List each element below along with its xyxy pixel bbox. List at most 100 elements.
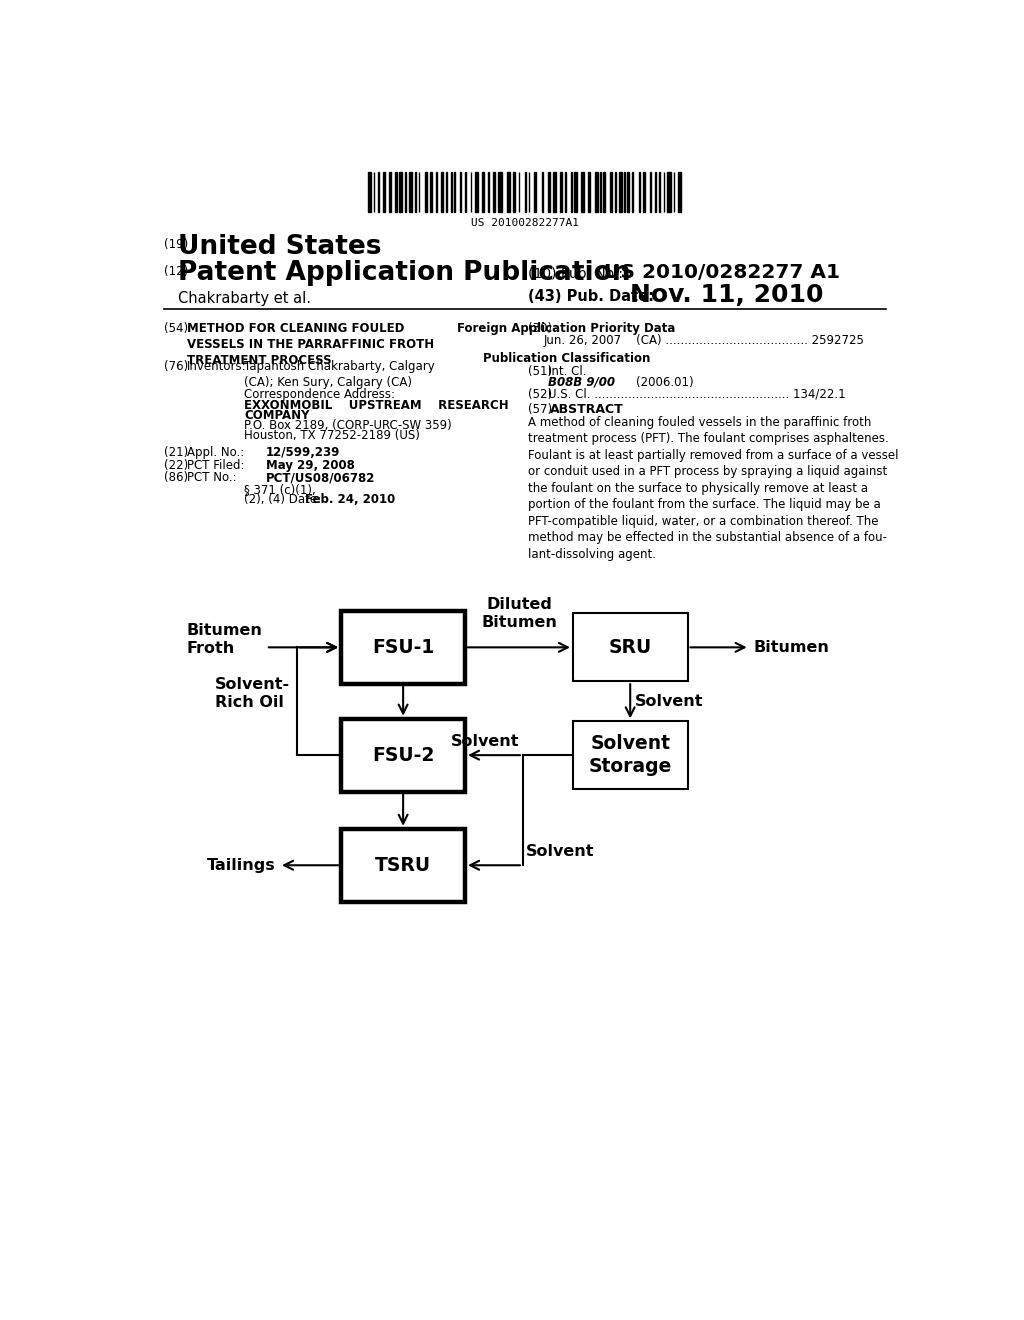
Bar [542,172,544,213]
Text: Houston, TX 77252-2189 (US): Houston, TX 77252-2189 (US) [245,429,420,442]
Bar [649,172,651,213]
Text: Int. Cl.: Int. Cl. [548,364,587,378]
Text: METHOD FOR CLEANING FOULED
VESSELS IN THE PARRAFFINIC FROTH
TREATMENT PROCESS: METHOD FOR CLEANING FOULED VESSELS IN TH… [187,322,434,367]
Bar [369,172,371,213]
Bar [535,172,537,213]
FancyBboxPatch shape [341,829,465,902]
Text: Publication Classification: Publication Classification [483,352,650,366]
Bar [425,172,427,213]
Text: EXXONMOBIL    UPSTREAM    RESEARCH: EXXONMOBIL UPSTREAM RESEARCH [245,399,509,412]
Bar [378,172,379,213]
Text: P.O. Box 2189, (CORP-URC-SW 359): P.O. Box 2189, (CORP-URC-SW 359) [245,420,452,433]
Bar [460,172,461,213]
Bar [441,172,442,213]
Bar [668,172,671,213]
Text: Tapantosh Chakrabarty, Calgary
(CA); Ken Sury, Calgary (CA): Tapantosh Chakrabarty, Calgary (CA); Ken… [245,360,435,389]
Text: United States: United States [177,234,381,260]
Text: (10) Pub. No.:: (10) Pub. No.: [528,267,623,280]
FancyBboxPatch shape [341,611,465,684]
Text: (57): (57) [528,404,552,416]
Bar [570,172,572,213]
Text: Diluted
Bitumen: Diluted Bitumen [481,597,557,631]
Bar [639,172,640,213]
Text: Foreign Application Priority Data: Foreign Application Priority Data [458,322,676,335]
Text: (51): (51) [528,364,552,378]
Bar [632,172,633,213]
Text: Solvent
Storage: Solvent Storage [589,734,672,776]
Text: PCT No.:: PCT No.: [187,471,237,484]
Text: COMPANY: COMPANY [245,409,309,421]
Bar [553,172,556,213]
Text: 12/599,239: 12/599,239 [266,446,340,459]
Text: PCT/US08/06782: PCT/US08/06782 [266,471,376,484]
Bar [643,172,645,213]
Text: U.S. Cl. .................................................... 134/22.1: U.S. Cl. ...............................… [548,388,846,401]
Text: PCT Filed:: PCT Filed: [187,459,245,471]
Bar [482,172,483,213]
Text: May 29, 2008: May 29, 2008 [266,459,355,471]
Text: (30): (30) [528,322,552,335]
Text: US 20100282277A1: US 20100282277A1 [471,218,579,228]
Text: US 2010/0282277 A1: US 2010/0282277 A1 [604,263,840,282]
Bar [430,172,432,213]
FancyBboxPatch shape [572,614,687,681]
Text: (19): (19) [164,239,187,252]
Bar [513,172,515,213]
Text: (43) Pub. Date:: (43) Pub. Date: [528,289,654,305]
Bar [445,172,447,213]
Text: Nov. 11, 2010: Nov. 11, 2010 [630,284,823,308]
Bar [410,172,412,213]
Text: TSRU: TSRU [375,855,431,875]
Bar [574,172,577,213]
Bar [618,172,622,213]
Bar [560,172,562,213]
Text: (21): (21) [164,446,187,459]
Text: (12): (12) [164,264,187,277]
Bar [627,172,629,213]
Text: (22): (22) [164,459,187,471]
Bar [548,172,550,213]
Text: FSU-1: FSU-1 [372,638,434,657]
Text: Feb. 24, 2010: Feb. 24, 2010 [305,494,395,507]
Text: Solvent: Solvent [526,843,595,859]
Text: Appl. No.:: Appl. No.: [187,446,244,459]
Text: Correspondence Address:: Correspondence Address: [245,388,395,401]
Text: (86): (86) [164,471,187,484]
Bar [389,172,391,213]
FancyBboxPatch shape [341,718,465,792]
Text: Bitumen
Froth: Bitumen Froth [186,623,262,656]
Bar [610,172,611,213]
Text: Bitumen: Bitumen [754,640,829,655]
Bar [475,172,477,213]
Text: ABSTRACT: ABSTRACT [550,404,624,416]
Bar [595,172,598,213]
Text: (2006.01): (2006.01) [636,376,694,388]
Text: Solvent: Solvent [635,694,703,709]
Text: Patent Application Publication: Patent Application Publication [177,260,630,286]
Bar [507,172,510,213]
Bar [487,172,489,213]
Bar [499,172,502,213]
Text: (76): (76) [164,360,187,374]
Bar [415,172,417,213]
Text: Chakrabarty et al.: Chakrabarty et al. [177,290,310,306]
Text: FSU-2: FSU-2 [372,746,434,764]
Text: SRU: SRU [608,638,652,657]
Text: B08B 9/00: B08B 9/00 [548,376,615,388]
Bar [383,172,385,213]
Bar [582,172,585,213]
Bar [614,172,616,213]
Text: (54): (54) [164,322,187,335]
Text: Inventors:: Inventors: [187,360,247,374]
Text: Solvent-
Rich Oil: Solvent- Rich Oil [215,677,290,710]
Text: A method of cleaning fouled vessels in the paraffinic froth
treatment process (P: A method of cleaning fouled vessels in t… [528,416,898,561]
Bar [399,172,402,213]
Bar [678,172,681,213]
FancyBboxPatch shape [572,721,687,789]
Text: § 371 (c)(1),: § 371 (c)(1), [245,483,316,496]
Text: Tailings: Tailings [207,858,275,873]
Bar [603,172,604,213]
Text: (52): (52) [528,388,552,401]
Bar [394,172,397,213]
Text: Solvent: Solvent [452,734,520,748]
